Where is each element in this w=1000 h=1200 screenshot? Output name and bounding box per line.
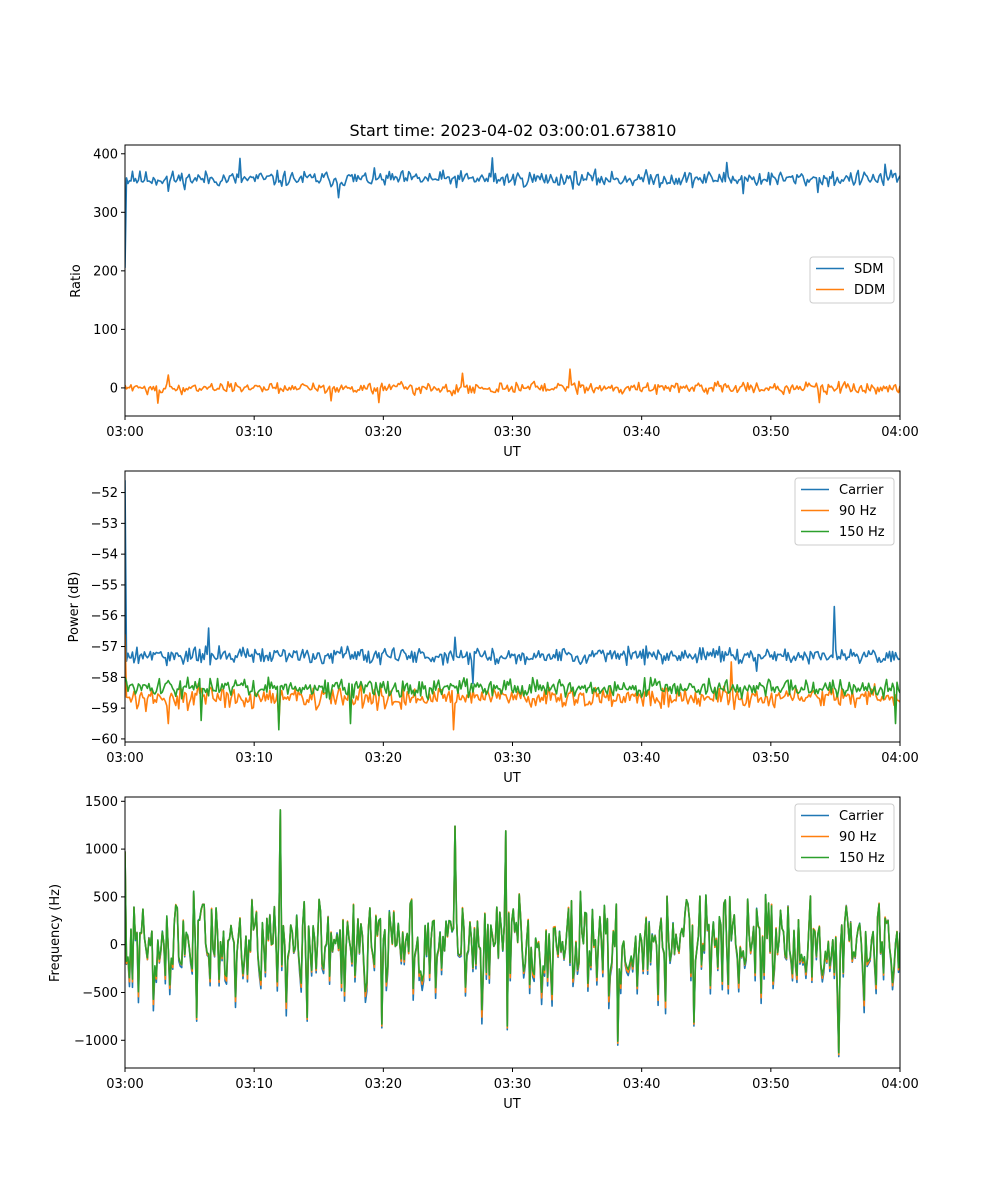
y-tick-label: 1000 — [85, 843, 118, 858]
y-tick-label: −57 — [91, 640, 118, 655]
panel-power: 03:00 03:10 03:20 03:30 03:40 03:50 04:00 −60−… — [67, 470, 919, 786]
figure-title: Start time: 2023-04-02 03:00:01.673810 — [350, 121, 677, 140]
x-tick-label: 03:40 — [623, 425, 660, 440]
panel-ratio-lines — [125, 157, 900, 404]
panel-power-xticks: 03:00 03:10 03:20 03:30 03:40 03:50 04:00 — [106, 742, 919, 766]
legend-label: 90 Hz — [839, 830, 876, 845]
y-tick-label: −500 — [82, 986, 118, 1001]
legend-label: 150 Hz — [839, 851, 885, 866]
panel-power-yticks: −60 −59 −58 −57 −56 −55 −54 −53 −52 — [91, 486, 125, 747]
panel-frequency-yticks: −1000 −500 0 500 1000 1500 — [74, 795, 125, 1049]
series-line — [125, 676, 900, 731]
x-tick-label: 03:10 — [235, 425, 272, 440]
x-tick-label: 03:10 — [235, 1077, 272, 1092]
panel-frequency-ylabel: Frequency (Hz) — [48, 884, 63, 982]
legend-label: 150 Hz — [839, 525, 885, 540]
x-tick-label: 04:00 — [881, 751, 918, 766]
y-tick-label: −59 — [91, 702, 118, 717]
panel-frequency-xlabel: UT — [503, 1097, 521, 1112]
y-tick-label: 300 — [93, 206, 118, 221]
x-tick-label: 03:50 — [752, 425, 789, 440]
legend-box — [794, 477, 895, 546]
panel-ratio: 03:00 03:10 03:20 03:30 03:40 03:50 04:00 0 100… — [69, 144, 919, 460]
x-tick-label: 03:30 — [494, 1077, 531, 1092]
panel-ratio-frame — [124, 144, 901, 417]
x-tick-label: 03:30 — [494, 751, 531, 766]
x-tick-label: 03:20 — [365, 425, 402, 440]
y-tick-label: −1000 — [74, 1034, 118, 1049]
x-tick-label: 03:00 — [106, 1077, 143, 1092]
panel-ratio-legend: SDM DDM — [809, 256, 895, 304]
x-tick-label: 03:20 — [365, 751, 402, 766]
panel-frequency-lines — [125, 809, 900, 1058]
series-line — [125, 809, 900, 1054]
y-tick-label: −58 — [91, 671, 118, 686]
panel-power-lines — [125, 480, 900, 731]
panel-frequency-xticks: 03:00 03:10 03:20 03:30 03:40 03:50 04:00 — [106, 1068, 919, 1092]
y-tick-label: −55 — [91, 578, 118, 593]
y-tick-label: 0 — [110, 381, 118, 396]
x-tick-label: 03:20 — [365, 1077, 402, 1092]
y-tick-label: 500 — [93, 890, 118, 905]
x-tick-label: 03:50 — [752, 751, 789, 766]
legend-box — [794, 803, 895, 872]
panel-power-ylabel: Power (dB) — [67, 572, 82, 643]
y-tick-label: −52 — [91, 486, 118, 501]
x-tick-label: 03:40 — [623, 1077, 660, 1092]
x-tick-label: 03:50 — [752, 1077, 789, 1092]
panel-frequency: 03:00 03:10 03:20 03:30 03:40 03:50 04:00 −100… — [48, 795, 919, 1112]
x-tick-label: 03:00 — [106, 425, 143, 440]
y-tick-label: 100 — [93, 323, 118, 338]
series-line — [125, 368, 900, 404]
legend-label: SDM — [854, 262, 883, 277]
y-tick-label: 1500 — [85, 795, 118, 810]
legend-label: 90 Hz — [839, 504, 876, 519]
legend-label: DDM — [854, 283, 885, 298]
y-tick-label: −54 — [91, 548, 118, 563]
panel-ratio-xticks: 03:00 03:10 03:20 03:30 03:40 03:50 04:00 — [106, 416, 919, 440]
panel-frequency-legend: Carrier 90 Hz 150 Hz — [794, 803, 895, 872]
panel-power-xlabel: UT — [503, 771, 521, 786]
y-tick-label: 0 — [110, 938, 118, 953]
y-tick-label: 400 — [93, 147, 118, 162]
x-tick-label: 03:10 — [235, 751, 272, 766]
y-tick-label: −60 — [91, 732, 118, 747]
legend-label: Carrier — [839, 483, 884, 498]
panel-ratio-xlabel: UT — [503, 445, 521, 460]
x-tick-label: 03:40 — [623, 751, 660, 766]
series-line — [125, 634, 900, 731]
x-tick-label: 04:00 — [881, 1077, 918, 1092]
panel-ratio-yticks: 0 100 200 300 400 — [93, 147, 125, 396]
panel-ratio-ylabel: Ratio — [69, 264, 84, 297]
y-tick-label: 200 — [93, 264, 118, 279]
panel-power-legend: Carrier 90 Hz 150 Hz — [794, 477, 895, 546]
y-tick-label: −56 — [91, 609, 118, 624]
y-tick-label: −53 — [91, 517, 118, 532]
series-line — [125, 480, 900, 685]
x-tick-label: 03:00 — [106, 751, 143, 766]
x-tick-label: 03:30 — [494, 425, 531, 440]
legend-label: Carrier — [839, 809, 884, 824]
x-tick-label: 04:00 — [881, 425, 918, 440]
panel-power-frame — [124, 470, 901, 743]
series-line — [125, 157, 900, 268]
